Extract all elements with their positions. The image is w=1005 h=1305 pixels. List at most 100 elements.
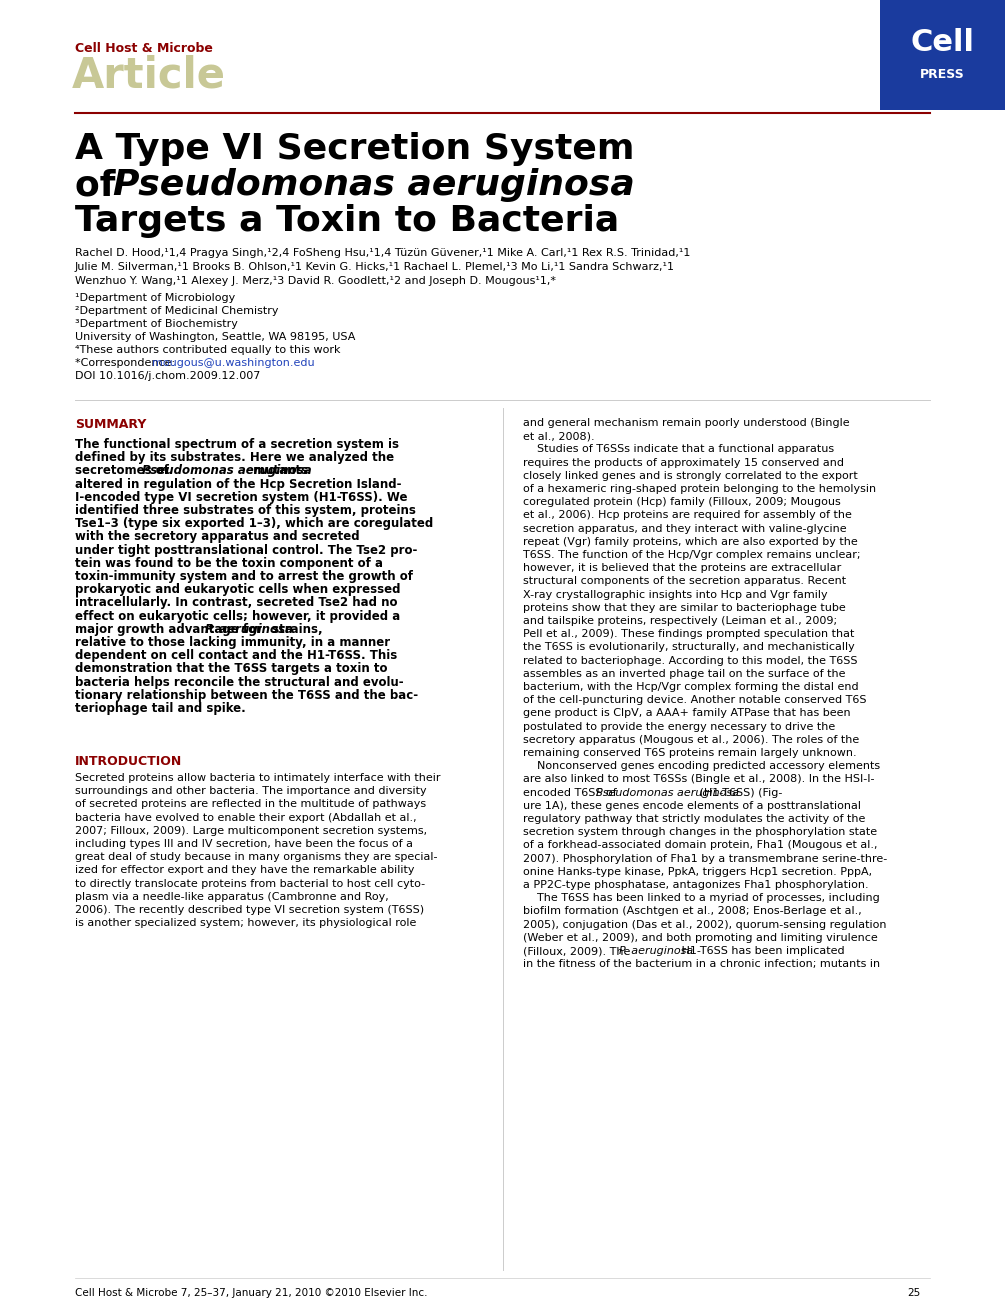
Text: ized for effector export and they have the remarkable ability: ized for effector export and they have t… <box>75 865 414 876</box>
Text: prokaryotic and eukaryotic cells when expressed: prokaryotic and eukaryotic cells when ex… <box>75 583 401 596</box>
Text: secretomes of: secretomes of <box>75 465 173 478</box>
Bar <box>880 0 1005 110</box>
Text: of the cell-puncturing device. Another notable conserved T6S: of the cell-puncturing device. Another n… <box>523 696 866 705</box>
Text: (Weber et al., 2009), and both promoting and limiting virulence: (Weber et al., 2009), and both promoting… <box>523 933 877 942</box>
Text: postulated to provide the energy necessary to drive the: postulated to provide the energy necessa… <box>523 722 835 732</box>
Text: ¹Department of Microbiology: ¹Department of Microbiology <box>75 294 235 303</box>
Text: remaining conserved T6S proteins remain largely unknown.: remaining conserved T6S proteins remain … <box>523 748 856 758</box>
Text: et al., 2006). Hcp proteins are required for assembly of the: et al., 2006). Hcp proteins are required… <box>523 510 852 521</box>
Text: The functional spectrum of a secretion system is: The functional spectrum of a secretion s… <box>75 438 399 452</box>
Text: of: of <box>75 168 128 202</box>
Text: Pell et al., 2009). These findings prompted speculation that: Pell et al., 2009). These findings promp… <box>523 629 854 639</box>
Text: 2007). Phosphorylation of Fha1 by a transmembrane serine-thre-: 2007). Phosphorylation of Fha1 by a tran… <box>523 853 887 864</box>
Text: The T6SS has been linked to a myriad of processes, including: The T6SS has been linked to a myriad of … <box>523 893 879 903</box>
Text: and tailspike proteins, respectively (Leiman et al., 2009;: and tailspike proteins, respectively (Le… <box>523 616 837 626</box>
Text: tionary relationship between the T6SS and the bac-: tionary relationship between the T6SS an… <box>75 689 418 702</box>
Text: biofilm formation (Aschtgen et al., 2008; Enos-Berlage et al.,: biofilm formation (Aschtgen et al., 2008… <box>523 907 861 916</box>
Text: encoded T6SS of: encoded T6SS of <box>523 788 620 797</box>
Text: Cell Host & Microbe: Cell Host & Microbe <box>75 42 213 55</box>
Text: with the secretory apparatus and secreted: with the secretory apparatus and secrete… <box>75 530 360 543</box>
Text: however, it is believed that the proteins are extracellular: however, it is believed that the protein… <box>523 564 841 573</box>
Text: DOI 10.1016/j.chom.2009.12.007: DOI 10.1016/j.chom.2009.12.007 <box>75 371 260 381</box>
Text: Targets a Toxin to Bacteria: Targets a Toxin to Bacteria <box>75 204 619 238</box>
Text: under tight posttranslational control. The Tse2 pro-: under tight posttranslational control. T… <box>75 544 417 557</box>
Text: regulatory pathway that strictly modulates the activity of the: regulatory pathway that strictly modulat… <box>523 814 865 823</box>
Text: secretion apparatus, and they interact with valine-glycine: secretion apparatus, and they interact w… <box>523 523 846 534</box>
Text: Pseudomonas aeruginosa: Pseudomonas aeruginosa <box>143 465 313 478</box>
Text: toxin-immunity system and to arrest the growth of: toxin-immunity system and to arrest the … <box>75 570 413 583</box>
Text: Nonconserved genes encoding predicted accessory elements: Nonconserved genes encoding predicted ac… <box>523 761 880 771</box>
Text: effect on eukaryotic cells; however, it provided a: effect on eukaryotic cells; however, it … <box>75 609 400 622</box>
Text: bacteria helps reconcile the structural and evolu-: bacteria helps reconcile the structural … <box>75 676 404 689</box>
Text: the T6SS is evolutionarily, structurally, and mechanistically: the T6SS is evolutionarily, structurally… <box>523 642 854 652</box>
Text: Article: Article <box>72 55 226 97</box>
Text: plasm via a needle-like apparatus (Cambronne and Roy,: plasm via a needle-like apparatus (Cambr… <box>75 891 389 902</box>
Text: ure 1A), these genes encode elements of a posttranslational: ure 1A), these genes encode elements of … <box>523 801 861 810</box>
Text: T6SS. The function of the Hcp/Vgr complex remains unclear;: T6SS. The function of the Hcp/Vgr comple… <box>523 549 860 560</box>
Text: of a forkhead-associated domain protein, Fha1 (Mougous et al.,: of a forkhead-associated domain protein,… <box>523 840 877 851</box>
Text: SUMMARY: SUMMARY <box>75 418 147 431</box>
Text: Cell: Cell <box>910 27 974 57</box>
Text: demonstration that the T6SS targets a toxin to: demonstration that the T6SS targets a to… <box>75 663 388 676</box>
Text: tein was found to be the toxin component of a: tein was found to be the toxin component… <box>75 557 383 570</box>
Text: P. aeruginosa: P. aeruginosa <box>205 622 293 636</box>
Text: altered in regulation of the Hcp Secretion Island-: altered in regulation of the Hcp Secreti… <box>75 478 402 491</box>
Text: gene product is ClpV, a AAA+ family ATPase that has been: gene product is ClpV, a AAA+ family ATPa… <box>523 709 850 718</box>
Text: structural components of the secretion apparatus. Recent: structural components of the secretion a… <box>523 577 846 586</box>
Text: H1-T6SS has been implicated: H1-T6SS has been implicated <box>677 946 844 957</box>
Text: Secreted proteins allow bacteria to intimately interface with their: Secreted proteins allow bacteria to inti… <box>75 773 440 783</box>
Text: relative to those lacking immunity, in a manner: relative to those lacking immunity, in a… <box>75 636 390 649</box>
Text: in the fitness of the bacterium in a chronic infection; mutants in: in the fitness of the bacterium in a chr… <box>523 959 880 970</box>
Text: ²Department of Medicinal Chemistry: ²Department of Medicinal Chemistry <box>75 305 278 316</box>
Text: 2007; Filloux, 2009). Large multicomponent secretion systems,: 2007; Filloux, 2009). Large multicompone… <box>75 826 427 835</box>
Text: *Correspondence:: *Correspondence: <box>75 358 179 368</box>
Text: Wenzhuo Y. Wang,¹1 Alexey J. Merz,¹3 David R. Goodlett,¹2 and Joseph D. Mougous¹: Wenzhuo Y. Wang,¹1 Alexey J. Merz,¹3 Dav… <box>75 275 556 286</box>
Text: of secreted proteins are reflected in the multitude of pathways: of secreted proteins are reflected in th… <box>75 800 426 809</box>
Text: P. aeruginosa: P. aeruginosa <box>618 946 692 957</box>
Text: 25: 25 <box>907 1288 920 1298</box>
Text: is another specialized system; however, its physiological role: is another specialized system; however, … <box>75 919 416 928</box>
Text: Rachel D. Hood,¹1,4 Pragya Singh,¹2,4 FoSheng Hsu,¹1,4 Tüzün Güvener,¹1 Mike A. : Rachel D. Hood,¹1,4 Pragya Singh,¹2,4 Fo… <box>75 248 690 258</box>
Text: Pseudomonas aeruginosa: Pseudomonas aeruginosa <box>596 788 739 797</box>
Text: a PP2C-type phosphatase, antagonizes Fha1 phosphorylation.: a PP2C-type phosphatase, antagonizes Fha… <box>523 880 868 890</box>
Text: of a hexameric ring-shaped protein belonging to the hemolysin: of a hexameric ring-shaped protein belon… <box>523 484 876 495</box>
Text: I-encoded type VI secretion system (H1-T6SS). We: I-encoded type VI secretion system (H1-T… <box>75 491 407 504</box>
Text: repeat (Vgr) family proteins, which are also exported by the: repeat (Vgr) family proteins, which are … <box>523 536 857 547</box>
Text: mougous@u.washington.edu: mougous@u.washington.edu <box>153 358 315 368</box>
Text: requires the products of approximately 15 conserved and: requires the products of approximately 1… <box>523 458 844 467</box>
Text: PRESS: PRESS <box>920 68 965 81</box>
Text: Pseudomonas aeruginosa: Pseudomonas aeruginosa <box>113 168 635 202</box>
Text: including types III and IV secretion, have been the focus of a: including types III and IV secretion, ha… <box>75 839 413 850</box>
Text: are also linked to most T6SSs (Bingle et al., 2008). In the HSI-I-: are also linked to most T6SSs (Bingle et… <box>523 774 874 784</box>
Text: X-ray crystallographic insights into Hcp and Vgr family: X-ray crystallographic insights into Hcp… <box>523 590 828 599</box>
Text: et al., 2008).: et al., 2008). <box>523 431 595 441</box>
Text: secretion system through changes in the phosphorylation state: secretion system through changes in the … <box>523 827 877 838</box>
Text: ³Department of Biochemistry: ³Department of Biochemistry <box>75 318 238 329</box>
Text: INTRODUCTION: INTRODUCTION <box>75 756 182 769</box>
Text: closely linked genes and is strongly correlated to the export: closely linked genes and is strongly cor… <box>523 471 857 480</box>
Text: (Filloux, 2009). The: (Filloux, 2009). The <box>523 946 634 957</box>
Text: great deal of study because in many organisms they are special-: great deal of study because in many orga… <box>75 852 437 863</box>
Text: Tse1–3 (type six exported 1–3), which are coregulated: Tse1–3 (type six exported 1–3), which ar… <box>75 517 433 530</box>
Text: assembles as an inverted phage tail on the surface of the: assembles as an inverted phage tail on t… <box>523 668 845 679</box>
Text: teriophage tail and spike.: teriophage tail and spike. <box>75 702 246 715</box>
Text: onine Hanks-type kinase, PpkA, triggers Hcp1 secretion. PppA,: onine Hanks-type kinase, PpkA, triggers … <box>523 867 872 877</box>
Text: bacteria have evolved to enable their export (Abdallah et al.,: bacteria have evolved to enable their ex… <box>75 813 417 822</box>
Text: A Type VI Secretion System: A Type VI Secretion System <box>75 132 634 166</box>
Text: related to bacteriophage. According to this model, the T6SS: related to bacteriophage. According to t… <box>523 655 857 666</box>
Text: ⁴These authors contributed equally to this work: ⁴These authors contributed equally to th… <box>75 345 341 355</box>
Text: Cell Host & Microbe 7, 25–37, January 21, 2010 ©2010 Elsevier Inc.: Cell Host & Microbe 7, 25–37, January 21… <box>75 1288 427 1298</box>
Text: 2005), conjugation (Das et al., 2002), quorum-sensing regulation: 2005), conjugation (Das et al., 2002), q… <box>523 920 886 929</box>
Text: Studies of T6SSs indicate that a functional apparatus: Studies of T6SSs indicate that a functio… <box>523 445 834 454</box>
Text: strains,: strains, <box>267 622 323 636</box>
Text: Julie M. Silverman,¹1 Brooks B. Ohlson,¹1 Kevin G. Hicks,¹1 Rachael L. Plemel,¹3: Julie M. Silverman,¹1 Brooks B. Ohlson,¹… <box>75 262 675 271</box>
Text: mutants: mutants <box>248 465 308 478</box>
Text: identified three substrates of this system, proteins: identified three substrates of this syst… <box>75 504 416 517</box>
Text: and general mechanism remain poorly understood (Bingle: and general mechanism remain poorly unde… <box>523 418 849 428</box>
Text: 2006). The recently described type VI secretion system (T6SS): 2006). The recently described type VI se… <box>75 904 424 915</box>
Text: major growth advantage for: major growth advantage for <box>75 622 266 636</box>
Text: to directly translocate proteins from bacterial to host cell cyto-: to directly translocate proteins from ba… <box>75 878 425 889</box>
Text: proteins show that they are similar to bacteriophage tube: proteins show that they are similar to b… <box>523 603 846 613</box>
Text: defined by its substrates. Here we analyzed the: defined by its substrates. Here we analy… <box>75 452 394 465</box>
Text: (H1-T6SS) (Fig-: (H1-T6SS) (Fig- <box>695 788 782 797</box>
